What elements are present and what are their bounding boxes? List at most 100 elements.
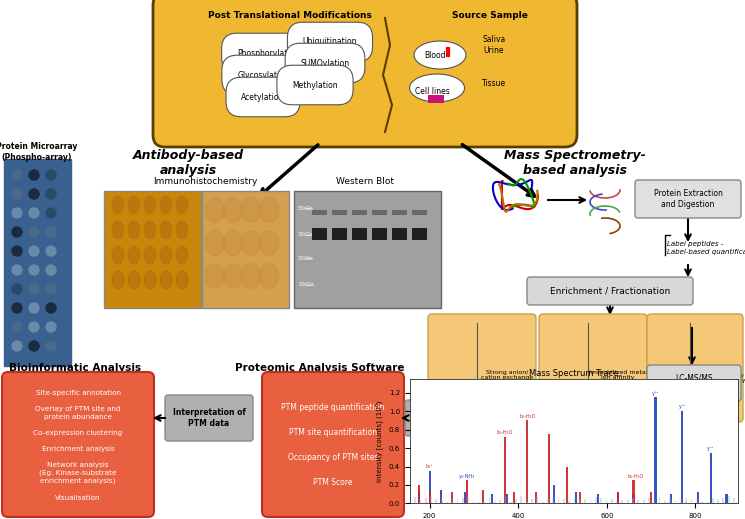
Text: Source Sample: Source Sample: [452, 10, 528, 20]
Bar: [563, 499, 565, 503]
Ellipse shape: [241, 264, 261, 289]
Bar: [579, 500, 581, 503]
Circle shape: [46, 208, 56, 218]
Text: Immobilized metal
ion affinity
chromatography: Immobilized metal ion affinity chromatog…: [589, 370, 647, 386]
Bar: [513, 493, 515, 503]
Ellipse shape: [176, 221, 188, 239]
Bar: [425, 498, 427, 503]
FancyBboxPatch shape: [104, 191, 201, 308]
Bar: [462, 498, 464, 503]
Bar: [457, 499, 458, 503]
Bar: [467, 497, 469, 503]
Ellipse shape: [205, 264, 225, 289]
Bar: [675, 500, 676, 503]
Text: Immunoaffinity
chromatography: Immunoaffinity chromatography: [694, 373, 745, 384]
Bar: [685, 498, 687, 503]
Bar: [653, 500, 655, 503]
Ellipse shape: [128, 196, 140, 214]
Ellipse shape: [112, 271, 124, 289]
Bar: [412, 228, 427, 240]
Bar: [392, 228, 407, 240]
Circle shape: [29, 208, 39, 218]
FancyBboxPatch shape: [405, 400, 483, 436]
Bar: [553, 485, 555, 503]
Text: Data Analysis: Data Analysis: [412, 414, 476, 422]
Text: Methylation: Methylation: [292, 80, 337, 89]
Circle shape: [29, 303, 39, 313]
Ellipse shape: [259, 198, 279, 223]
Bar: [595, 497, 597, 503]
Bar: [372, 228, 387, 240]
Circle shape: [12, 227, 22, 237]
Text: Blood: Blood: [424, 50, 446, 60]
Bar: [648, 498, 650, 503]
Text: y⁶⁺: y⁶⁺: [652, 391, 659, 395]
Circle shape: [12, 246, 22, 256]
Bar: [621, 500, 624, 503]
Text: PTM peptide quantification

PTM site quantification

Occupancy of PTM sites

PTM: PTM peptide quantification PTM site quan…: [282, 403, 384, 487]
Bar: [633, 481, 635, 503]
Bar: [617, 493, 619, 503]
Bar: [616, 501, 618, 503]
Ellipse shape: [223, 198, 243, 223]
Bar: [632, 498, 634, 503]
Bar: [412, 210, 427, 215]
Ellipse shape: [205, 230, 225, 255]
Bar: [494, 501, 495, 503]
Bar: [372, 210, 387, 215]
Bar: [521, 496, 522, 503]
Bar: [417, 485, 419, 503]
Bar: [597, 494, 599, 503]
Ellipse shape: [160, 221, 172, 239]
Text: Mass Spectrometry-
based analysis: Mass Spectrometry- based analysis: [504, 149, 646, 177]
Bar: [332, 210, 347, 215]
Bar: [617, 493, 619, 503]
Bar: [352, 228, 367, 240]
Bar: [484, 501, 485, 503]
Bar: [547, 499, 549, 503]
Text: Interpretation of
PTM data: Interpretation of PTM data: [173, 408, 245, 428]
Bar: [723, 498, 724, 503]
Bar: [542, 502, 544, 503]
Bar: [352, 210, 367, 215]
Bar: [568, 501, 570, 503]
Circle shape: [12, 170, 22, 180]
Bar: [717, 499, 719, 503]
Ellipse shape: [144, 221, 156, 239]
Text: Post Translational Modifications: Post Translational Modifications: [208, 10, 372, 20]
Ellipse shape: [144, 196, 156, 214]
Text: Immunohistochemistry: Immunohistochemistry: [153, 177, 257, 186]
Bar: [392, 210, 407, 215]
FancyBboxPatch shape: [539, 314, 647, 422]
Text: y⁵⁺: y⁵⁺: [679, 404, 686, 409]
Bar: [738, 502, 741, 503]
Bar: [526, 420, 528, 503]
Bar: [633, 494, 635, 503]
Text: b₅-H₂O: b₅-H₂O: [627, 474, 644, 479]
Bar: [428, 95, 444, 103]
Bar: [558, 498, 559, 503]
Circle shape: [46, 227, 56, 237]
Bar: [706, 502, 708, 503]
Bar: [451, 493, 453, 503]
FancyBboxPatch shape: [262, 372, 404, 517]
Bar: [611, 499, 612, 503]
Bar: [464, 493, 466, 503]
Bar: [643, 500, 644, 503]
Text: 25kDa: 25kDa: [298, 255, 314, 261]
Text: b₆-H₂O: b₆-H₂O: [519, 414, 535, 419]
Ellipse shape: [176, 246, 188, 264]
Circle shape: [29, 246, 39, 256]
FancyBboxPatch shape: [153, 0, 577, 147]
Bar: [430, 496, 432, 503]
Text: Tissue: Tissue: [482, 78, 506, 88]
Ellipse shape: [241, 230, 261, 255]
Bar: [531, 499, 533, 503]
Ellipse shape: [414, 41, 466, 69]
Text: Phosphorylation: Phosphorylation: [237, 48, 299, 58]
Bar: [535, 493, 537, 503]
Bar: [504, 437, 506, 503]
Circle shape: [29, 265, 39, 275]
Bar: [499, 500, 501, 503]
Ellipse shape: [223, 230, 243, 255]
